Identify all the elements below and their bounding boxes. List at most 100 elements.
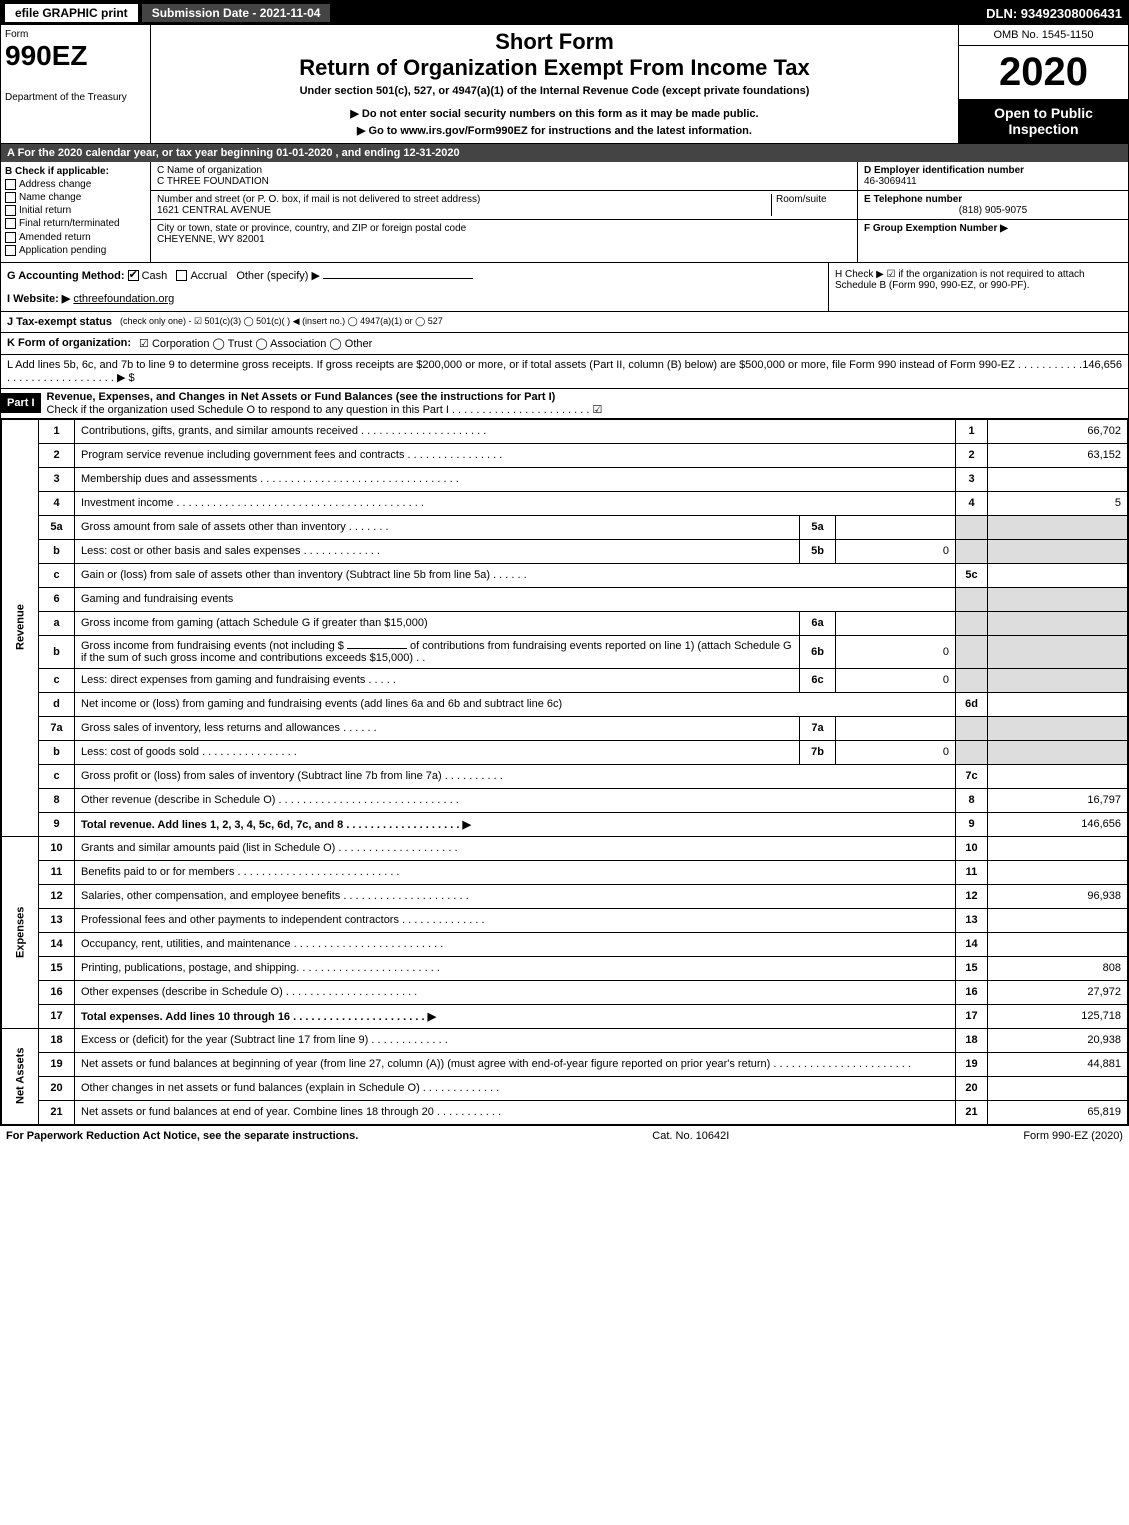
cb-amended-return[interactable]: Amended return (5, 232, 146, 243)
org-name-row: C Name of organization C THREE FOUNDATIO… (151, 162, 857, 191)
tax-exempt-label: J Tax-exempt status (7, 316, 112, 328)
part1-title: Revenue, Expenses, and Changes in Net As… (47, 391, 1122, 403)
row-l: L Add lines 5b, 6c, and 7b to line 9 to … (1, 355, 1128, 389)
line-6c: c Less: direct expenses from gaming and … (2, 668, 1128, 692)
inspection-label: Open to Public Inspection (959, 99, 1128, 143)
omb-number: OMB No. 1545-1150 (959, 25, 1128, 46)
line-20: 20 Other changes in net assets or fund b… (2, 1076, 1128, 1100)
form-subtitle: Under section 501(c), 527, or 4947(a)(1)… (155, 85, 954, 97)
orget-label: Number and street (or P. O. box, if mail… (157, 194, 480, 205)
section-c: C Name of organization C THREE FOUNDATIO… (151, 162, 858, 262)
website-label: I Website: ▶ (7, 293, 70, 305)
fundraising-contrib-input[interactable] (347, 648, 407, 649)
org-street-value: 1621 CENTRAL AVENUE (157, 205, 771, 216)
line-10: Expenses 10 Grants and similar amounts p… (2, 836, 1128, 860)
row-l-value: 146,656 (1082, 359, 1122, 384)
ssn-warning: ▶ Do not enter social security numbers o… (155, 107, 954, 120)
line-18: Net Assets 18 Excess or (deficit) for th… (2, 1028, 1128, 1052)
telephone-label: E Telephone number (864, 194, 962, 205)
line-17: 17 Total expenses. Add lines 10 through … (2, 1004, 1128, 1028)
paperwork-notice: For Paperwork Reduction Act Notice, see … (6, 1130, 358, 1142)
cb-cash[interactable] (128, 270, 139, 281)
line-7c: c Gross profit or (loss) from sales of i… (2, 764, 1128, 788)
form-org-options: ☑ Corporation ◯ Trust ◯ Association ◯ Ot… (139, 337, 372, 350)
cb-name-change[interactable]: Name change (5, 192, 146, 203)
efile-print-button[interactable]: efile GRAPHIC print (5, 4, 138, 22)
open-public: Open to Public (994, 105, 1093, 121)
line-2: 2 Program service revenue including gove… (2, 443, 1128, 467)
cb-final-return[interactable]: Final return/terminated (5, 218, 146, 229)
line-13: 13 Professional fees and other payments … (2, 908, 1128, 932)
form-title: Return of Organization Exempt From Incom… (155, 55, 954, 81)
section-b-title: B Check if applicable: (5, 166, 146, 177)
cb-application-pending[interactable]: Application pending (5, 245, 146, 256)
line-7a: 7a Gross sales of inventory, less return… (2, 716, 1128, 740)
part1-badge: Part I (1, 393, 41, 413)
catalog-number: Cat. No. 10642I (652, 1130, 729, 1142)
line-6b: b Gross income from fundraising events (… (2, 635, 1128, 668)
line-15: 15 Printing, publications, postage, and … (2, 956, 1128, 980)
line-11: 11 Benefits paid to or for members . . .… (2, 860, 1128, 884)
form-org-label: K Form of organization: (7, 337, 131, 350)
page-footer: For Paperwork Reduction Act Notice, see … (0, 1126, 1129, 1146)
row-k: K Form of organization: ☑ Corporation ◯ … (1, 333, 1128, 355)
row-j: J Tax-exempt status (check only one) - ☑… (1, 312, 1128, 333)
telephone-value: (818) 905-9075 (864, 205, 1122, 216)
line-3: 3 Membership dues and assessments . . . … (2, 467, 1128, 491)
accounting-method-label: G Accounting Method: (7, 270, 125, 282)
header-left: Form 990EZ Department of the Treasury (1, 25, 151, 143)
line-6d: d Net income or (loss) from gaming and f… (2, 692, 1128, 716)
instructions-link[interactable]: ▶ Go to www.irs.gov/Form990EZ for instru… (155, 124, 954, 137)
short-form-title: Short Form (155, 29, 954, 55)
line-14: 14 Occupancy, rent, utilities, and maint… (2, 932, 1128, 956)
revenue-side-label: Revenue (2, 419, 39, 836)
line-21: 21 Net assets or fund balances at end of… (2, 1100, 1128, 1124)
ein-label: D Employer identification number (864, 165, 1024, 176)
org-city-value: CHEYENNE, WY 82001 (157, 234, 851, 245)
line-1: Revenue 1 Contributions, gifts, grants, … (2, 419, 1128, 443)
line-4: 4 Investment income . . . . . . . . . . … (2, 491, 1128, 515)
group-exemption-row: F Group Exemption Number ▶ (858, 220, 1128, 237)
form-version: Form 990-EZ (2020) (1023, 1130, 1123, 1142)
tax-exempt-options: (check only one) - ☑ 501(c)(3) ◯ 501(c)(… (120, 316, 443, 328)
group-exemption-label: F Group Exemption Number ▶ (864, 223, 1008, 234)
line-6: 6 Gaming and fundraising events (2, 587, 1128, 611)
line-6a: a Gross income from gaming (attach Sched… (2, 611, 1128, 635)
org-city-label: City or town, state or province, country… (157, 223, 466, 234)
row-a-tax-year: A For the 2020 calendar year, or tax yea… (1, 144, 1128, 162)
tax-year: 2020 (959, 46, 1128, 99)
header-right: OMB No. 1545-1150 2020 Open to Public In… (958, 25, 1128, 143)
row-l-text: L Add lines 5b, 6c, and 7b to line 9 to … (7, 359, 1082, 384)
org-address-row: Number and street (or P. O. box, if mail… (151, 191, 857, 220)
line-9: 9 Total revenue. Add lines 1, 2, 3, 4, 5… (2, 812, 1128, 836)
ein-row: D Employer identification number 46-3069… (858, 162, 1128, 191)
cb-address-change[interactable]: Address change (5, 179, 146, 190)
dept-label: Department of the Treasury (5, 92, 146, 103)
part1-table: Revenue 1 Contributions, gifts, grants, … (1, 419, 1128, 1125)
info-section: B Check if applicable: Address change Na… (1, 162, 1128, 263)
inspection-text: Inspection (1008, 121, 1078, 137)
line-5b: b Less: cost or other basis and sales ex… (2, 539, 1128, 563)
line-5c: c Gain or (loss) from sale of assets oth… (2, 563, 1128, 587)
org-name-label: C Name of organization (157, 165, 262, 176)
website-value[interactable]: cthreefoundation.org (73, 293, 174, 305)
other-specify-input[interactable] (323, 278, 473, 279)
form-990ez: efile GRAPHIC print Submission Date - 20… (0, 0, 1129, 1126)
part1-check-note: Check if the organization used Schedule … (47, 403, 1122, 416)
line-8: 8 Other revenue (describe in Schedule O)… (2, 788, 1128, 812)
line-19: 19 Net assets or fund balances at beginn… (2, 1052, 1128, 1076)
dln-label: DLN: 93492308006431 (986, 6, 1122, 21)
topbar: efile GRAPHIC print Submission Date - 20… (1, 1, 1128, 25)
section-d: D Employer identification number 46-3069… (858, 162, 1128, 262)
form-header: Form 990EZ Department of the Treasury Sh… (1, 25, 1128, 144)
cb-initial-return[interactable]: Initial return (5, 205, 146, 216)
line-12: 12 Salaries, other compensation, and emp… (2, 884, 1128, 908)
cb-accrual[interactable] (176, 270, 187, 281)
form-number: 990EZ (5, 40, 146, 72)
expenses-side-label: Expenses (2, 836, 39, 1028)
row-g: G Accounting Method: Cash Accrual Other … (1, 263, 828, 311)
section-b: B Check if applicable: Address change Na… (1, 162, 151, 262)
form-label: Form (5, 29, 146, 40)
line-7b: b Less: cost of goods sold . . . . . . .… (2, 740, 1128, 764)
header-mid: Short Form Return of Organization Exempt… (151, 25, 958, 143)
